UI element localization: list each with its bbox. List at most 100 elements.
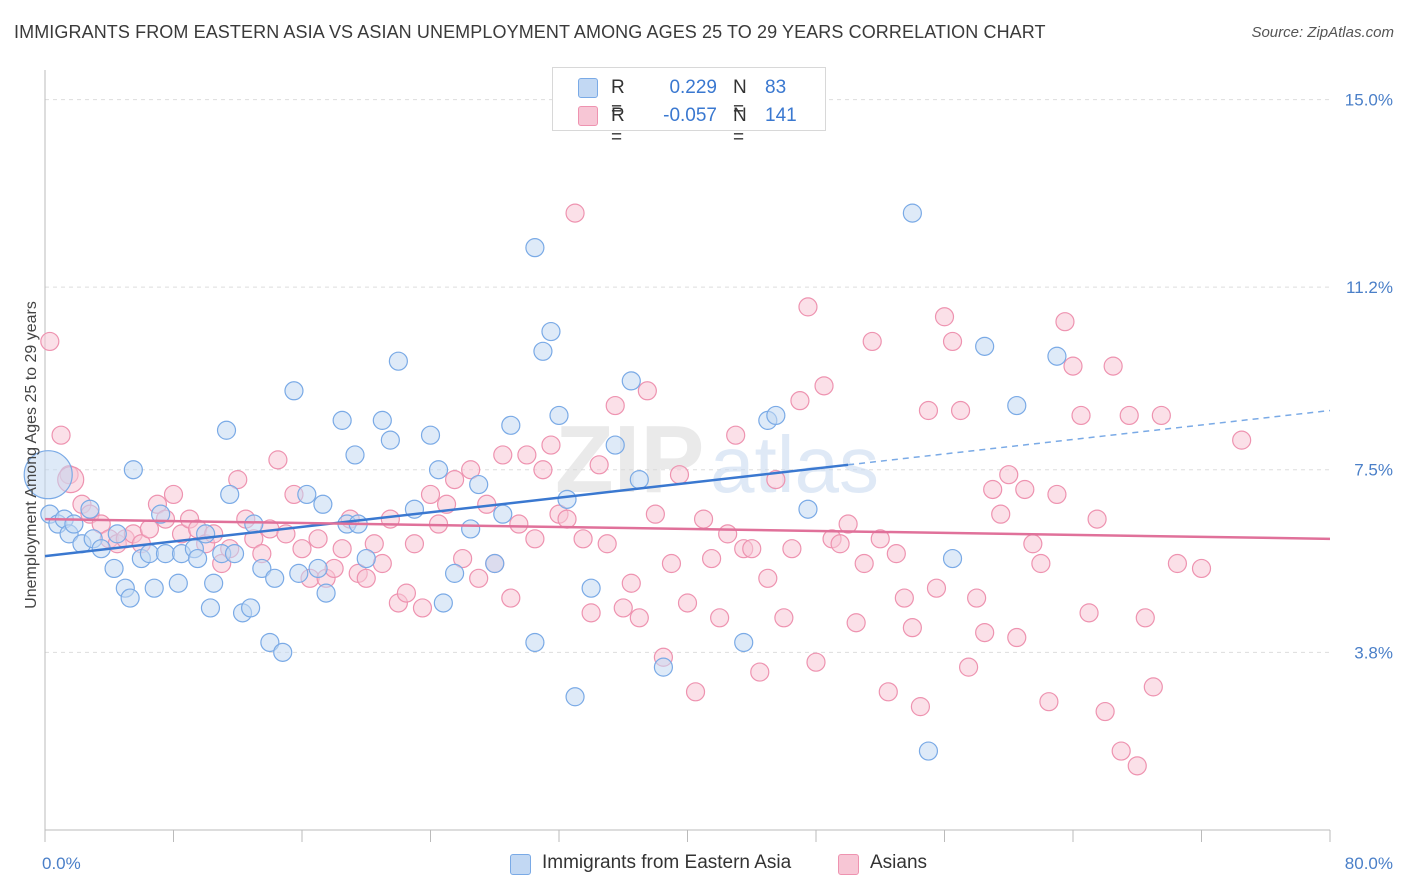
data-point-asians [1031, 553, 1051, 574]
data-point-eastern-asia [151, 504, 171, 524]
data-point-eastern-asia [356, 548, 376, 569]
data-point-eastern-asia [621, 371, 641, 391]
data-point-asians [1135, 608, 1155, 628]
data-point-asians [693, 509, 714, 529]
data-point-asians [605, 395, 625, 416]
data-point-asians [1111, 741, 1131, 761]
legend-n-label: N = [733, 105, 747, 148]
data-point-asians [782, 539, 802, 559]
data-point-asians [613, 598, 633, 618]
data-point-asians [621, 573, 641, 593]
data-point-asians [1039, 692, 1059, 712]
data-point-eastern-asia [1047, 346, 1067, 366]
data-point-eastern-asia [284, 381, 304, 401]
data-point-asians [701, 548, 722, 569]
data-point-eastern-asia [260, 632, 280, 653]
data-point-asians [710, 608, 730, 628]
trend-line-asians [44, 517, 1331, 541]
data-point-eastern-asia [200, 598, 221, 618]
data-point-asians [677, 593, 698, 613]
data-point-asians [629, 608, 649, 628]
x-tick-labels: 0.0% 80.0% [42, 854, 1393, 873]
data-point-asians [983, 479, 1003, 500]
data-point-asians [1151, 405, 1171, 426]
data-point-asians [1007, 627, 1027, 648]
data-point-asians [364, 534, 384, 554]
data-point-asians [1143, 677, 1163, 697]
data-point-asians [557, 509, 577, 529]
source-label: Source: ZipAtlas.com [1251, 24, 1394, 41]
data-point-eastern-asia [444, 563, 465, 583]
legend-n-value: 83 [765, 77, 787, 98]
data-point-asians [1103, 356, 1123, 376]
x-tick-label: 80.0% [1345, 854, 1393, 873]
data-point-asians [1127, 756, 1147, 776]
data-point-eastern-asia [345, 445, 365, 465]
data-point-eastern-asia [120, 588, 140, 608]
data-point-asians [509, 514, 529, 534]
bottom-legend-swatch-blue [510, 854, 531, 875]
data-point-asians [1023, 534, 1043, 554]
data-point-eastern-asia [241, 598, 261, 618]
data-point-eastern-asia [187, 548, 208, 569]
data-point-eastern-asia [1007, 395, 1027, 416]
data-point-asians [870, 529, 890, 549]
data-point-eastern-asia [316, 583, 336, 603]
data-point-eastern-asia [297, 484, 317, 505]
data-point-eastern-asia [420, 425, 441, 445]
data-point-asians [372, 553, 392, 574]
data-point-eastern-asia [798, 499, 818, 519]
data-point-asians [1015, 479, 1035, 500]
bottom-legend-swatch-pink [838, 854, 859, 875]
grid-lines [45, 99, 1330, 653]
data-point-eastern-asia [581, 578, 601, 598]
legend-r-value: -0.057 [663, 105, 717, 126]
data-point-asians [469, 568, 489, 588]
legend-swatch-blue [578, 78, 598, 98]
trend-line-eastern-asia [44, 463, 849, 558]
data-point-asians [918, 400, 939, 421]
data-point-asians [525, 529, 545, 549]
data-point-asians [541, 435, 561, 455]
data-point-asians [51, 425, 71, 445]
y-tick-label: 7.5% [1354, 461, 1393, 480]
legend-n-value: 141 [765, 105, 797, 126]
data-point-asians [1055, 312, 1075, 332]
data-point-asians [396, 583, 417, 603]
data-point-eastern-asia [196, 524, 216, 544]
data-point-asians [718, 524, 738, 544]
data-point-asians [139, 519, 160, 539]
data-point-asians [838, 514, 858, 534]
data-point-asians [356, 568, 376, 588]
data-point-asians [412, 598, 433, 618]
trend-lines [44, 409, 1331, 558]
y-tick-labels: 3.8% 7.5% 11.2% 15.0% [1345, 91, 1393, 663]
data-point-eastern-asia [469, 474, 489, 495]
data-point-eastern-asia [204, 573, 224, 593]
x-tick-label: 0.0% [42, 854, 81, 873]
data-point-eastern-asia [975, 336, 995, 356]
data-point-asians [453, 548, 473, 569]
data-point-asians [332, 539, 352, 559]
data-point-eastern-asia [372, 410, 392, 430]
data-point-asians [991, 504, 1011, 524]
data-point-asians [886, 544, 906, 564]
data-point-asians [766, 470, 786, 490]
data-point-asians [1087, 509, 1107, 529]
data-point-asians [40, 331, 60, 352]
data-point-eastern-asia [388, 351, 408, 371]
data-point-asians [1232, 430, 1252, 450]
data-point-asians [268, 450, 288, 470]
data-point-asians [999, 465, 1019, 485]
data-point-eastern-asia [168, 573, 188, 593]
data-point-asians [902, 618, 922, 638]
trend-line-eastern-asia-extension [848, 409, 1331, 466]
data-point-asians [163, 484, 184, 505]
data-point-asians [1119, 405, 1139, 426]
data-point-eastern-asia [565, 687, 585, 707]
data-point-asians [1079, 603, 1099, 623]
data-point-eastern-asia [220, 484, 240, 505]
data-point-asians [637, 381, 657, 401]
data-point-eastern-asia [252, 558, 272, 579]
